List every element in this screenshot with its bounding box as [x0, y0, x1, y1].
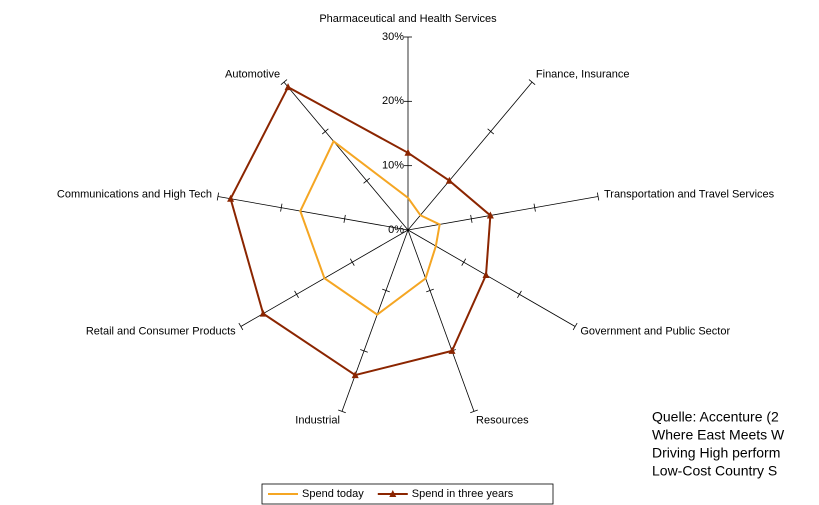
source-note: Where East Meets W — [652, 427, 785, 443]
axis-label: Government and Public Sector — [580, 325, 730, 337]
tick-mark — [470, 214, 473, 223]
y-tick-label: 10% — [382, 160, 404, 172]
axis-line — [407, 229, 475, 412]
marker — [404, 148, 412, 156]
tick-mark — [294, 290, 299, 298]
tick-mark — [596, 192, 600, 201]
marker — [259, 309, 267, 317]
axis-line — [407, 81, 533, 231]
axis-line — [407, 196, 599, 231]
tick-mark — [321, 128, 329, 135]
tick-mark — [517, 290, 522, 298]
tick-mark — [426, 288, 434, 293]
tick-mark — [280, 79, 288, 86]
tick-mark — [533, 203, 536, 212]
axis-label: Resources — [476, 415, 529, 427]
legend-label: Spend in three years — [412, 488, 514, 500]
tick-mark — [461, 258, 467, 266]
marker — [448, 346, 456, 354]
y-tick-label: 0% — [388, 224, 404, 236]
legend-marker — [389, 490, 397, 497]
tick-mark — [216, 192, 220, 201]
tick-mark — [360, 349, 368, 353]
tick-mark — [349, 258, 355, 266]
tick-mark — [343, 214, 346, 223]
tick-mark — [572, 322, 578, 331]
axis-line — [283, 81, 409, 231]
axis-label: Industrial — [295, 415, 340, 427]
axis-label: Communications and High Tech — [57, 189, 212, 201]
marker — [284, 83, 292, 91]
marker — [482, 271, 490, 279]
tick-mark — [280, 203, 283, 212]
axis-label: Transportation and Travel Services — [604, 189, 775, 201]
axis-label: Automotive — [225, 68, 280, 80]
source-note: Quelle: Accenture (2 — [652, 409, 779, 425]
axis-label: Finance, Insurance — [536, 68, 630, 80]
tick-mark — [470, 409, 478, 414]
source-note: Low-Cost Country S — [652, 463, 777, 479]
series-line — [229, 85, 492, 377]
marker — [486, 211, 494, 219]
tick-mark — [487, 128, 495, 135]
tick-mark — [338, 409, 346, 414]
axis-line — [217, 196, 409, 231]
y-tick-label: 20% — [382, 95, 404, 107]
tick-mark — [528, 79, 536, 86]
source-note: Driving High perform — [652, 445, 780, 461]
axis-line — [341, 229, 409, 412]
legend-label: Spend today — [302, 488, 364, 500]
axis-label: Pharmaceutical and Health Services — [319, 13, 497, 25]
tick-mark — [382, 288, 390, 293]
marker — [227, 194, 235, 202]
series-line — [299, 139, 441, 316]
axis-line — [407, 229, 576, 327]
tick-mark — [363, 177, 370, 184]
marker — [445, 176, 453, 184]
y-tick-label: 30% — [382, 31, 404, 43]
marker — [351, 371, 359, 379]
tick-mark — [238, 322, 244, 331]
axis-label: Retail and Consumer Products — [86, 325, 236, 337]
